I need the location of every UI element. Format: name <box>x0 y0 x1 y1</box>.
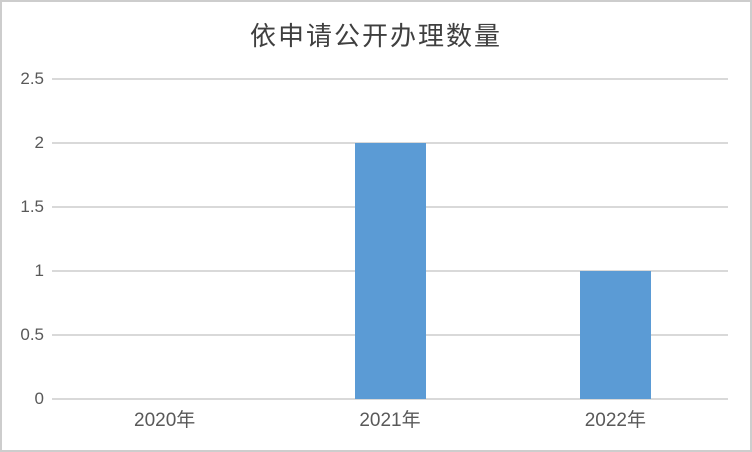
plot-area <box>52 78 728 400</box>
gridline <box>52 78 728 80</box>
x-tick-label: 2021年 <box>359 410 421 431</box>
gridline <box>52 398 728 400</box>
chart-bar <box>579 271 651 399</box>
x-tick-label: 2022年 <box>584 410 646 431</box>
chart-bar <box>354 143 426 399</box>
chart-title: 依申请公开办理数量 <box>249 22 502 52</box>
x-tick-label: 2020年 <box>134 410 196 431</box>
y-tick-label: 2 <box>34 133 44 152</box>
y-tick-label: 2.5 <box>20 69 44 88</box>
y-tick-label: 0.5 <box>20 325 44 344</box>
y-tick-label: 1 <box>34 261 44 280</box>
y-tick-label: 1.5 <box>20 197 44 216</box>
y-tick-label: 0 <box>34 389 44 408</box>
